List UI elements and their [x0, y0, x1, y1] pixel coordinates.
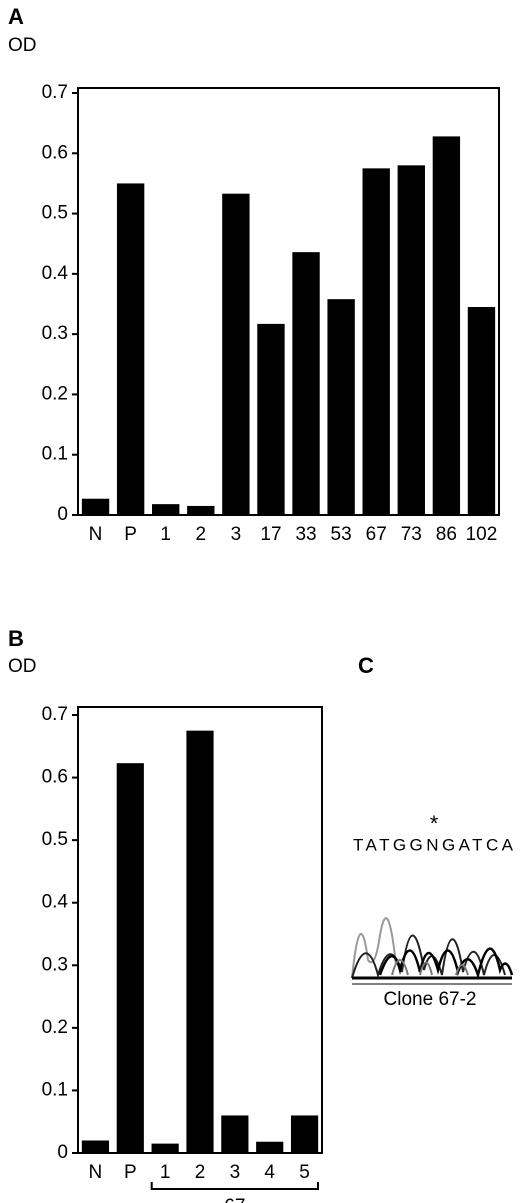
- y-tick-label: 0.1: [42, 444, 68, 465]
- x-tick-label: 73: [401, 524, 422, 545]
- bar: [187, 505, 215, 515]
- y-tick-label: 0.3: [42, 954, 68, 975]
- bar: [292, 252, 320, 515]
- x-tick-label: N: [89, 524, 103, 545]
- bar: [256, 1141, 284, 1153]
- y-tick-label: 0.7: [42, 82, 68, 103]
- bar: [116, 183, 145, 515]
- x-tick-label: 102: [466, 524, 498, 545]
- y-tick-label: 0.6: [42, 767, 68, 788]
- y-tick-label: 0.5: [42, 203, 68, 224]
- x-tick-label: 3: [231, 524, 242, 545]
- x-tick-label: 5: [299, 1162, 310, 1183]
- bar: [81, 1140, 110, 1153]
- x-tick-label: 2: [196, 524, 207, 545]
- x-tick-label: 4: [264, 1162, 275, 1183]
- bar: [81, 498, 110, 515]
- y-tick-label: 0.2: [42, 383, 68, 404]
- bar: [186, 730, 214, 1153]
- group-bracket: [150, 1182, 319, 1190]
- x-tick-label: 53: [331, 524, 352, 545]
- plot-frame: [77, 87, 500, 516]
- y-tick-label: 0: [57, 1142, 68, 1163]
- x-tick-label: 2: [195, 1162, 206, 1183]
- y-tick-label: 0.5: [42, 829, 68, 850]
- x-tick-label: 1: [160, 524, 171, 545]
- bar: [432, 136, 461, 516]
- x-tick-label: 1: [160, 1162, 171, 1183]
- y-tick-label: 0.1: [42, 1079, 68, 1100]
- y-axis-label: OD: [8, 656, 37, 677]
- x-tick-label: P: [124, 1162, 137, 1183]
- bar: [221, 1115, 249, 1153]
- bar: [116, 763, 144, 1153]
- x-tick-label: 33: [295, 524, 316, 545]
- panel-label: A: [8, 4, 24, 29]
- bar: [362, 168, 390, 515]
- mutation-marker: *: [430, 811, 439, 836]
- bar: [151, 1143, 179, 1153]
- y-tick-label: 0.7: [42, 704, 68, 725]
- panel-label: B: [8, 626, 24, 651]
- bar: [467, 307, 496, 515]
- chromatogram: [351, 917, 514, 985]
- bar: [152, 504, 180, 515]
- panel-label: C: [358, 653, 374, 678]
- bar: [397, 165, 425, 516]
- group-label: 67: [224, 1196, 245, 1203]
- sequence: TATGGNGATCA: [353, 835, 514, 854]
- y-tick-label: 0.2: [42, 1017, 68, 1038]
- bar: [290, 1115, 319, 1153]
- y-axis-label: OD: [8, 35, 37, 56]
- bar: [257, 323, 285, 515]
- x-tick-label: 86: [436, 524, 457, 545]
- y-tick-label: 0.3: [42, 323, 68, 344]
- bar: [222, 193, 250, 516]
- caption: Clone 67-2: [384, 989, 477, 1010]
- x-tick-label: 17: [260, 524, 281, 545]
- y-tick-label: 0.4: [42, 892, 69, 913]
- y-tick-label: 0: [57, 504, 68, 525]
- x-tick-label: N: [89, 1162, 103, 1183]
- y-tick-label: 0.6: [42, 142, 68, 163]
- bar: [327, 299, 355, 515]
- x-tick-label: 67: [366, 524, 387, 545]
- x-tick-label: 3: [230, 1162, 241, 1183]
- y-tick-label: 0.4: [42, 263, 69, 284]
- x-tick-label: P: [124, 524, 137, 545]
